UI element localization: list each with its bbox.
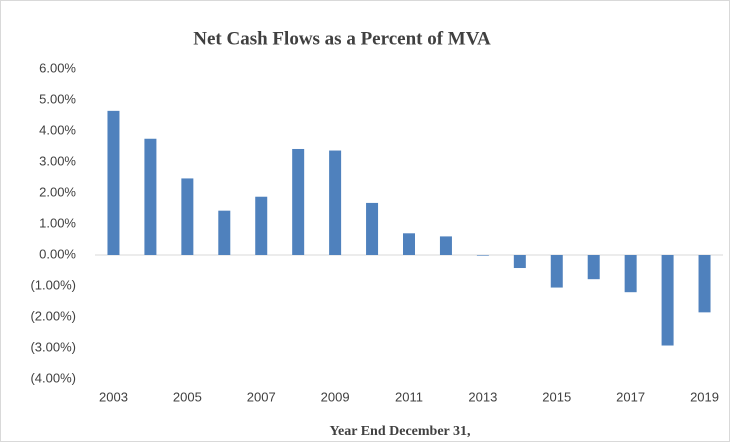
x-tick-label: 2003 (99, 389, 128, 404)
x-tick-label: 2005 (173, 389, 202, 404)
x-tick-label: 2017 (616, 389, 645, 404)
x-tick-label: 2019 (690, 389, 719, 404)
y-tick-label: (2.00%) (30, 308, 76, 323)
bar (292, 148, 305, 255)
bar (329, 150, 342, 255)
bar (366, 202, 379, 255)
y-tick-label: (1.00%) (30, 277, 76, 292)
bar (107, 110, 120, 255)
y-tick-label: (3.00%) (30, 339, 76, 354)
x-tick-label: 2013 (468, 389, 497, 404)
y-tick-label: 3.00% (39, 153, 76, 168)
bar (144, 138, 157, 255)
y-tick-label: 0.00% (39, 246, 76, 261)
y-tick-label: 1.00% (39, 215, 76, 230)
bar (698, 255, 711, 313)
x-tick-label: 2015 (542, 389, 571, 404)
x-axis-label: Year End December 31, (329, 424, 470, 439)
x-tick-label: 2011 (395, 389, 423, 404)
bar (624, 255, 637, 293)
bar (550, 255, 563, 288)
y-tick-label: (4.00%) (30, 370, 76, 385)
y-tick-label: 6.00% (39, 60, 76, 75)
bar (476, 255, 489, 256)
x-tick-label: 2007 (247, 389, 276, 404)
y-tick-label: 4.00% (39, 122, 76, 137)
bar (181, 178, 194, 255)
y-tick-label: 5.00% (39, 91, 76, 106)
chart-title: Net Cash Flows as a Percent of MVA (193, 28, 491, 49)
x-tick-label: 2009 (321, 389, 350, 404)
bar (661, 255, 674, 346)
y-tick-label: 2.00% (39, 184, 76, 199)
bar (587, 255, 600, 280)
bar (439, 236, 452, 255)
bar (218, 210, 231, 255)
bar (255, 196, 268, 255)
bar (403, 233, 415, 255)
bar (513, 255, 526, 269)
